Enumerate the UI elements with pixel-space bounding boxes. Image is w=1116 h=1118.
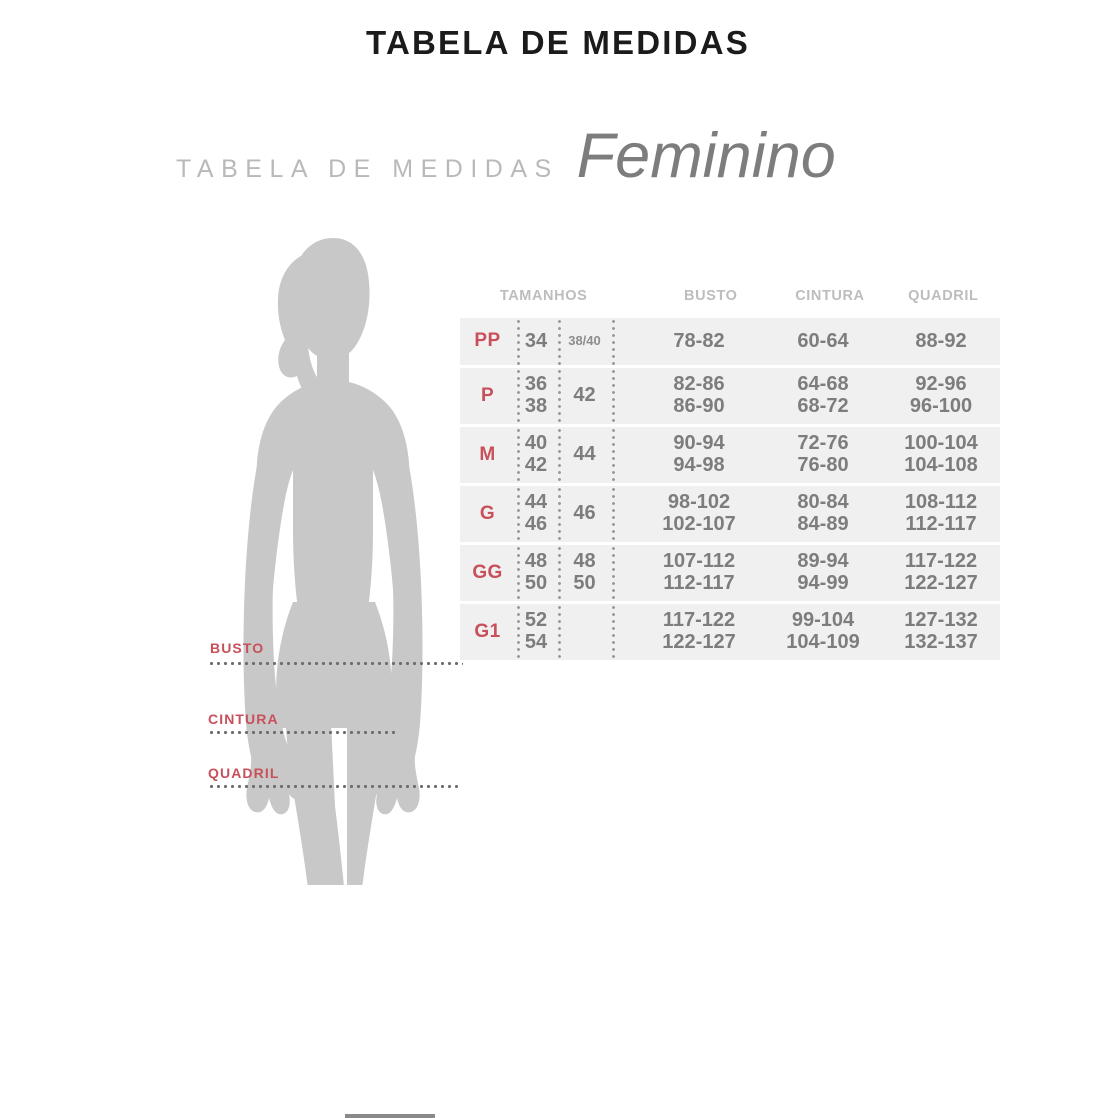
- cell-numeric-size-secondary: 38/40: [568, 333, 601, 349]
- cell-cintura: 80-84 84-89: [797, 491, 849, 535]
- cell-quadril: 88-92: [915, 329, 967, 352]
- column-header-cintura: CINTURA: [795, 288, 865, 304]
- column-divider-dotted: [612, 427, 615, 483]
- subheader-gender-text: Feminino: [576, 121, 836, 191]
- cell-busto: 82-86 86-90: [673, 373, 725, 417]
- cell-size-label: G: [479, 502, 496, 524]
- cell-numeric-size-primary: 48 50: [524, 550, 548, 594]
- cell-cintura: 64-68 68-72: [797, 373, 849, 417]
- column-divider-dotted: [517, 368, 520, 424]
- cell-cintura: 99-104 104-109: [786, 609, 860, 653]
- cell-busto: 117-122 122-127: [662, 609, 736, 653]
- column-divider-dotted: [558, 318, 561, 365]
- cell-quadril: 92-96 96-100: [909, 373, 973, 417]
- cell-numeric-size-primary: 52 54: [524, 609, 548, 653]
- cell-quadril: 100-104 104-108: [904, 432, 978, 476]
- column-divider-dotted: [517, 318, 520, 365]
- column-divider-dotted: [517, 427, 520, 483]
- cell-numeric-size-secondary: 44: [573, 443, 596, 466]
- female-silhouette-icon: [243, 238, 423, 885]
- cell-size-label: G1: [474, 620, 501, 642]
- cell-cintura: 60-64: [797, 329, 849, 352]
- column-divider-dotted: [612, 604, 615, 660]
- measure-label-quadril: QUADRIL: [208, 765, 280, 781]
- table-row: P 36 38 42 82-86 86-90 64-68 68-72 92-96 96-100: [460, 368, 1000, 427]
- cell-numeric-size-primary: 40 42: [524, 432, 548, 476]
- cell-cintura: 72-76 76-80: [797, 432, 849, 476]
- cell-quadril: 127-132 132-137: [904, 609, 978, 653]
- column-divider-dotted: [517, 545, 520, 601]
- cell-busto: 90-94 94-98: [673, 432, 725, 476]
- column-header-quadril: QUADRIL: [908, 288, 979, 304]
- subheader-small-text: TABELA DE MEDIDAS: [176, 155, 559, 183]
- size-table: TAMANHOS BUSTO CINTURA QUADRIL PP 34 38/40…: [460, 288, 1000, 663]
- measure-label-busto: BUSTO: [210, 640, 265, 656]
- table-row: G1 52 54 117-122 122-127 99-104 104-109 127-132…: [460, 604, 1000, 663]
- measure-label-cintura: CINTURA: [208, 711, 279, 727]
- figure-area: BUSTO CINTURA QUADRIL: [95, 230, 463, 1118]
- cell-numeric-size-primary: 36 38: [524, 373, 548, 417]
- table-row: PP 34 38/40 78-82 60-64 88-92: [460, 318, 1000, 368]
- table-row: M 40 42 44 90-94 94-98 72-76 76-80 100-104 104-10…: [460, 427, 1000, 486]
- table-header-row: TAMANHOS BUSTO CINTURA QUADRIL: [460, 288, 1000, 318]
- cell-busto: 78-82: [673, 329, 725, 352]
- table-row: GG 48 50 48 50 107-112 112-117 89-94 94-99 117-12…: [460, 545, 1000, 604]
- page-title: TABELA DE MEDIDAS: [366, 24, 750, 61]
- measure-line-cintura: [208, 731, 398, 734]
- subheader: TABELA DE MEDIDAS Feminino: [176, 125, 976, 188]
- column-divider-dotted: [558, 368, 561, 424]
- column-divider-dotted: [612, 486, 615, 542]
- measure-line-quadril: [208, 785, 460, 788]
- cell-size-label: PP: [474, 330, 501, 352]
- column-divider-dotted: [558, 486, 561, 542]
- column-divider-dotted: [612, 318, 615, 365]
- column-divider-dotted: [558, 427, 561, 483]
- column-header-tamanhos: TAMANHOS: [499, 288, 588, 304]
- cell-size-label: M: [479, 443, 496, 465]
- cell-cintura: 89-94 94-99: [797, 550, 849, 594]
- measure-line-busto: [208, 662, 463, 665]
- cell-numeric-size-primary: 44 46: [524, 491, 548, 535]
- cell-busto: 98-102 102-107: [662, 491, 736, 535]
- column-divider-dotted: [517, 486, 520, 542]
- cell-numeric-size-primary: 34: [524, 329, 548, 352]
- cell-numeric-size-secondary: 42: [573, 384, 596, 407]
- column-divider-dotted: [558, 604, 561, 660]
- cell-quadril: 117-122 122-127: [904, 550, 978, 594]
- cell-numeric-size-secondary: 48 50: [573, 550, 596, 594]
- table-body: PP 34 38/40 78-82 60-64 88-92 P 36 38 42 82-86 86-9…: [460, 318, 1000, 663]
- column-header-busto: BUSTO: [684, 288, 738, 304]
- cell-numeric-size-secondary: 46: [573, 502, 596, 525]
- cell-size-label: GG: [472, 561, 503, 583]
- column-divider-dotted: [558, 545, 561, 601]
- column-divider-dotted: [612, 545, 615, 601]
- cell-size-label: P: [480, 384, 495, 406]
- column-divider-dotted: [612, 368, 615, 424]
- floor-line: [345, 1114, 435, 1118]
- cell-busto: 107-112 112-117: [662, 550, 736, 594]
- cell-quadril: 108-112 112-117: [904, 491, 978, 535]
- table-row: G 44 46 46 98-102 102-107 80-84 84-89 108-112 112…: [460, 486, 1000, 545]
- column-divider-dotted: [517, 604, 520, 660]
